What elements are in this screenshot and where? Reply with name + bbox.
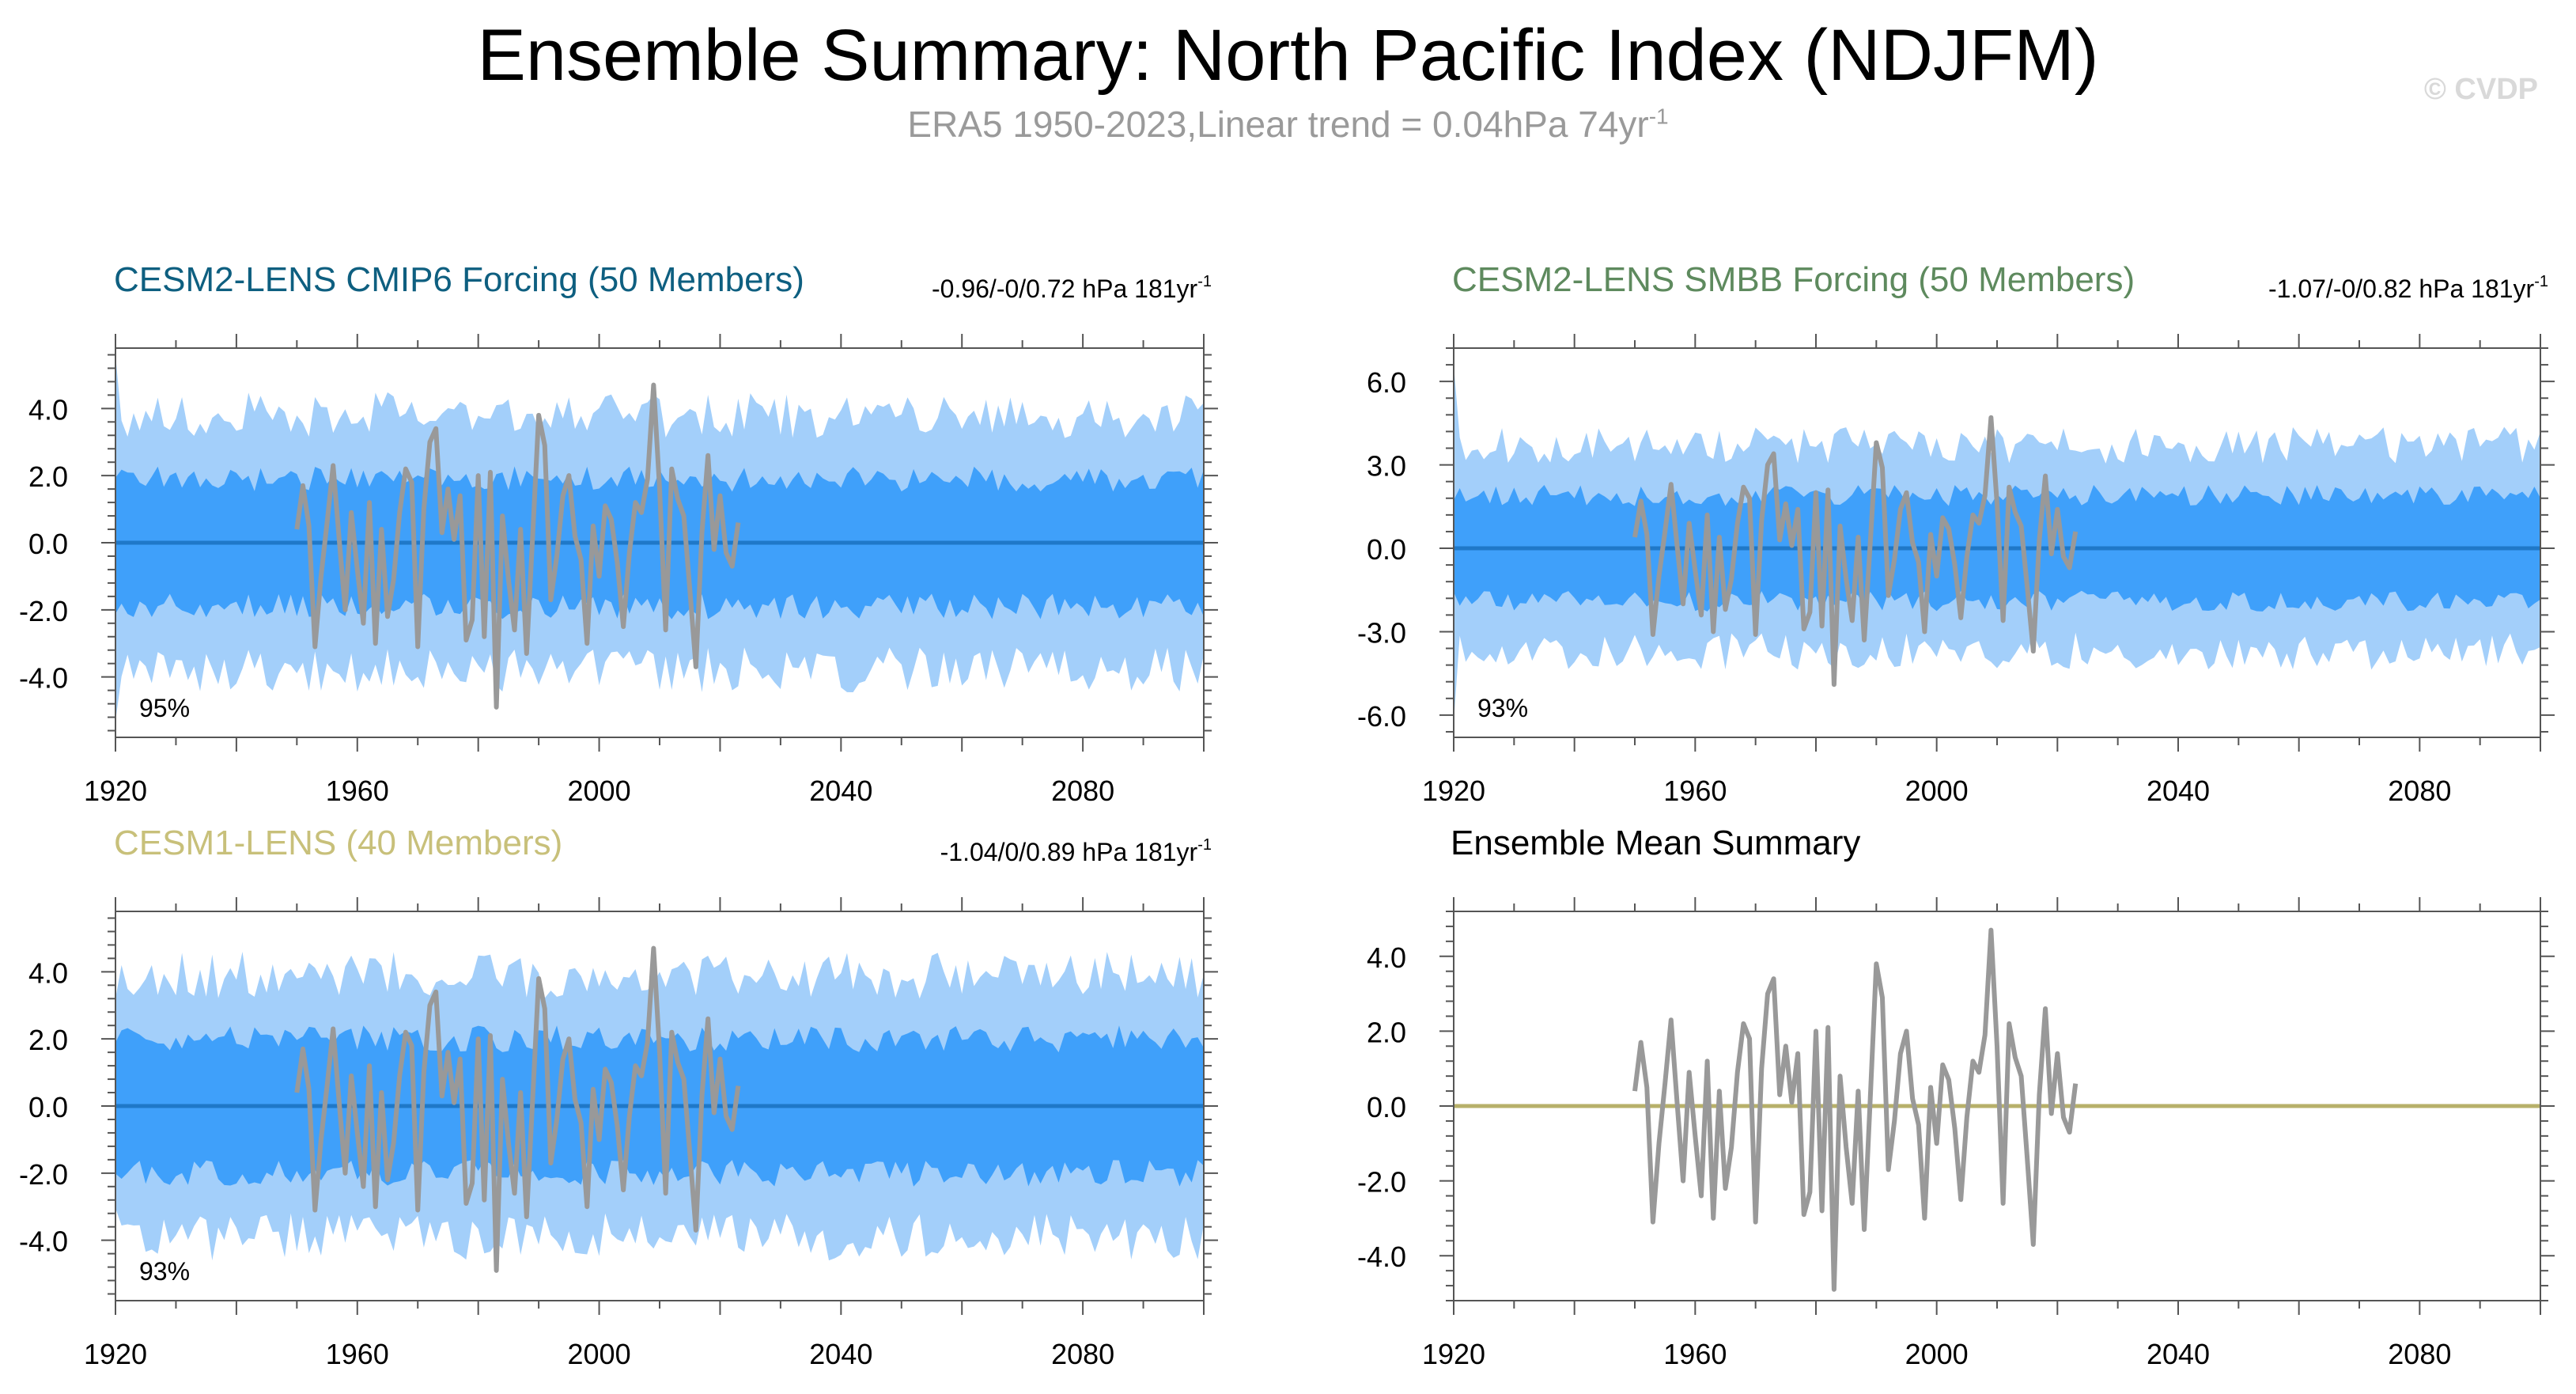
plot-area (115, 354, 1204, 722)
panel-ensemble-mean-summary: -4.0 -2.0 0.0 2.0 4.0 1920 1960 2000 2040 2080 Ens… (1357, 824, 2555, 1370)
obs-line-era5 (294, 382, 741, 710)
y-tick-label: 4.0 (28, 393, 68, 426)
obs-line-era5 (1632, 415, 2079, 688)
x-tick-label: 1920 (1422, 1338, 1485, 1370)
y-tick-label: 4.0 (28, 956, 68, 989)
panel-cesm1: -4.0 -2.0 0.0 2.0 4.0 1920 1960 2000 2040 2080 CES… (19, 824, 1218, 1370)
x-tick-label: 2000 (568, 775, 631, 807)
x-tick-label: 1920 (1422, 775, 1485, 807)
trend-label: -1.04/0/0.89 hPa 181yr-1 (940, 836, 1212, 866)
x-tick-label: 1920 (84, 1338, 147, 1370)
panel-cesm2-cmip6: -4.0 -2.0 0.0 2.0 4.0 1920 1960 2000 2040 2080 CES… (19, 260, 1218, 807)
x-tick-label: 1960 (1663, 775, 1727, 807)
percent-label: 93% (139, 1257, 190, 1286)
trend-superscript: -1 (2534, 273, 2548, 290)
panel-title: Ensemble Mean Summary (1451, 824, 1860, 862)
obs-line-era5 (1632, 927, 2079, 1292)
trend-text: -0.96/-0/0.72 hPa 181yr (932, 275, 1198, 303)
x-tick-label: 2080 (1051, 1338, 1114, 1370)
y-tick-label: 3.0 (1367, 450, 1406, 483)
subtitle-superscript: -1 (1648, 104, 1669, 129)
y-tick-label: -2.0 (19, 1158, 68, 1191)
x-tick-label: 1960 (326, 1338, 389, 1370)
y-tick-label: 4.0 (1367, 941, 1406, 974)
page-subtitle: ERA5 1950-2023,Linear trend = 0.04hPa 74… (0, 103, 2576, 146)
cvdp-watermark: © CVDP (2423, 73, 2538, 106)
panel-title: CESM2-LENS CMIP6 Forcing (50 Members) (114, 260, 804, 299)
x-tick-label: 2080 (2388, 1338, 2451, 1370)
y-tick-label: -3.0 (1357, 616, 1406, 649)
plot-area (1454, 927, 2540, 1292)
y-tick-label: -4.0 (19, 662, 68, 695)
y-tick-label: -6.0 (1357, 700, 1406, 733)
y-tick-label: 2.0 (1367, 1016, 1406, 1048)
panel-cesm2-smbb: -6.0 -3.0 0.0 3.0 6.0 1920 1960 2000 2040 2080 CES… (1357, 260, 2555, 807)
y-tick-label: -2.0 (19, 595, 68, 627)
trend-text: -1.04/0/0.89 hPa 181yr (940, 838, 1198, 866)
y-tick-label: -2.0 (1357, 1166, 1406, 1199)
trend-superscript: -1 (1197, 273, 1212, 290)
x-tick-label: 2000 (1905, 1338, 1969, 1370)
x-tick-label: 1960 (1663, 1338, 1727, 1370)
trend-text: -1.07/-0/0.82 hPa 181yr (2268, 275, 2535, 303)
x-tick-label: 2040 (809, 775, 872, 807)
x-tick-label: 2000 (1905, 775, 1969, 807)
subtitle-text: ERA5 1950-2023,Linear trend = 0.04hPa 74… (907, 104, 1649, 145)
obs-line-era5 (294, 945, 741, 1273)
percent-label: 95% (139, 694, 190, 722)
x-tick-label: 1920 (84, 775, 147, 807)
x-tick-label: 2080 (2388, 775, 2451, 807)
y-tick-label: 0.0 (1367, 533, 1406, 566)
y-tick-label: 0.0 (28, 1091, 68, 1123)
y-tick-label: -4.0 (19, 1225, 68, 1258)
x-tick-label: 2000 (568, 1338, 631, 1370)
percent-label: 93% (1477, 694, 1528, 722)
x-tick-label: 2080 (1051, 775, 1114, 807)
y-tick-label: 0.0 (1367, 1091, 1406, 1123)
page-title: Ensemble Summary: North Pacific Index (N… (477, 15, 2099, 96)
panel-title: CESM2-LENS SMBB Forcing (50 Members) (1452, 260, 2135, 299)
y-tick-label: 0.0 (28, 528, 68, 560)
x-tick-label: 2040 (809, 1338, 872, 1370)
trend-label: -0.96/-0/0.72 hPa 181yr-1 (932, 273, 1212, 303)
plot-area (1454, 365, 2540, 723)
trend-label: -1.07/-0/0.82 hPa 181yr-1 (2268, 273, 2548, 303)
y-tick-label: 6.0 (1367, 366, 1406, 399)
y-tick-label: 2.0 (28, 1024, 68, 1056)
x-tick-label: 2040 (2147, 775, 2210, 807)
y-tick-label: 2.0 (28, 460, 68, 493)
trend-superscript: -1 (1197, 836, 1212, 854)
plot-area (115, 945, 1204, 1273)
x-tick-label: 1960 (326, 775, 389, 807)
x-tick-label: 2040 (2147, 1338, 2210, 1370)
y-tick-label: -4.0 (1357, 1241, 1406, 1273)
panel-title: CESM1-LENS (40 Members) (114, 824, 562, 862)
